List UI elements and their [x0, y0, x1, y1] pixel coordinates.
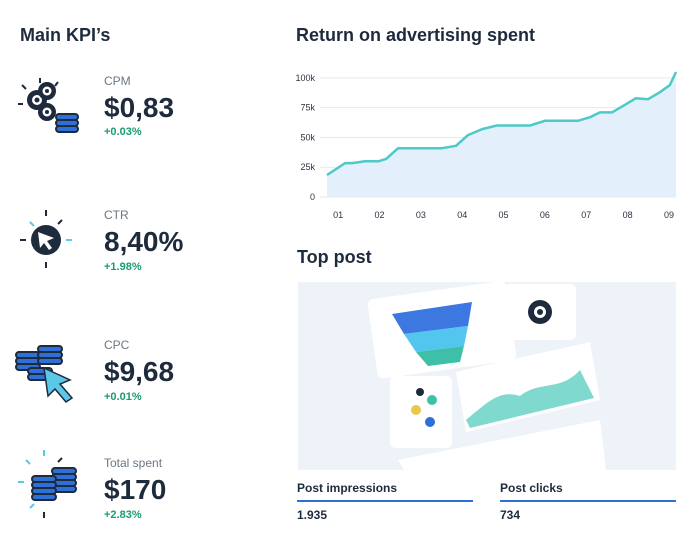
icon-total [18, 450, 77, 518]
line-chart: 0 25k 50k 75k 100k 01 02 03 04 05 06 07 08 09 [295, 71, 678, 220]
icon-cpc [15, 345, 74, 403]
stat-value: 734 [500, 508, 520, 522]
top-post-image [298, 281, 676, 470]
kpi-value: $0,83 [104, 92, 174, 123]
stat-label: Post impressions [297, 481, 397, 495]
icon-cpm [18, 78, 79, 133]
kpi-change: +1.98% [104, 261, 142, 273]
top-post-title: Top post [297, 247, 372, 267]
x-tick-label: 01 [333, 210, 343, 220]
kpi-value: $170 [104, 474, 166, 505]
y-tick-label: 100k [295, 73, 315, 83]
kpi-label: CTR [104, 208, 129, 222]
area-fill [327, 72, 676, 197]
kpi-label: CPC [104, 338, 130, 352]
icon-ctr [20, 210, 72, 268]
kpi-value: 8,40% [104, 226, 183, 257]
x-tick-label: 05 [499, 210, 509, 220]
x-tick-label: 06 [540, 210, 550, 220]
x-tick-label: 02 [375, 210, 385, 220]
x-tick-label: 08 [623, 210, 633, 220]
x-tick-label: 09 [664, 210, 674, 220]
line [326, 71, 678, 177]
chart-title: Return on advertising spent [296, 25, 535, 45]
stat-label: Post clicks [500, 481, 563, 495]
kpi-change: +0.01% [104, 391, 142, 403]
x-tick-label: 03 [416, 210, 426, 220]
kpi-change: +0.03% [104, 126, 142, 138]
y-tick-label: 0 [310, 192, 315, 202]
x-tick-label: 07 [581, 210, 591, 220]
stat-value: 1.935 [297, 508, 327, 522]
kpi-label: CPM [104, 74, 131, 88]
kpi-change: +2.83% [104, 509, 142, 521]
kpi-title: Main KPI’s [20, 25, 110, 45]
x-tick-label: 04 [457, 210, 467, 220]
kpi-value: $9,68 [104, 356, 174, 387]
y-tick-label: 75k [300, 103, 315, 113]
kpi-label: Total spent [104, 456, 163, 470]
y-tick-label: 50k [300, 132, 315, 142]
y-tick-label: 25k [300, 162, 315, 172]
